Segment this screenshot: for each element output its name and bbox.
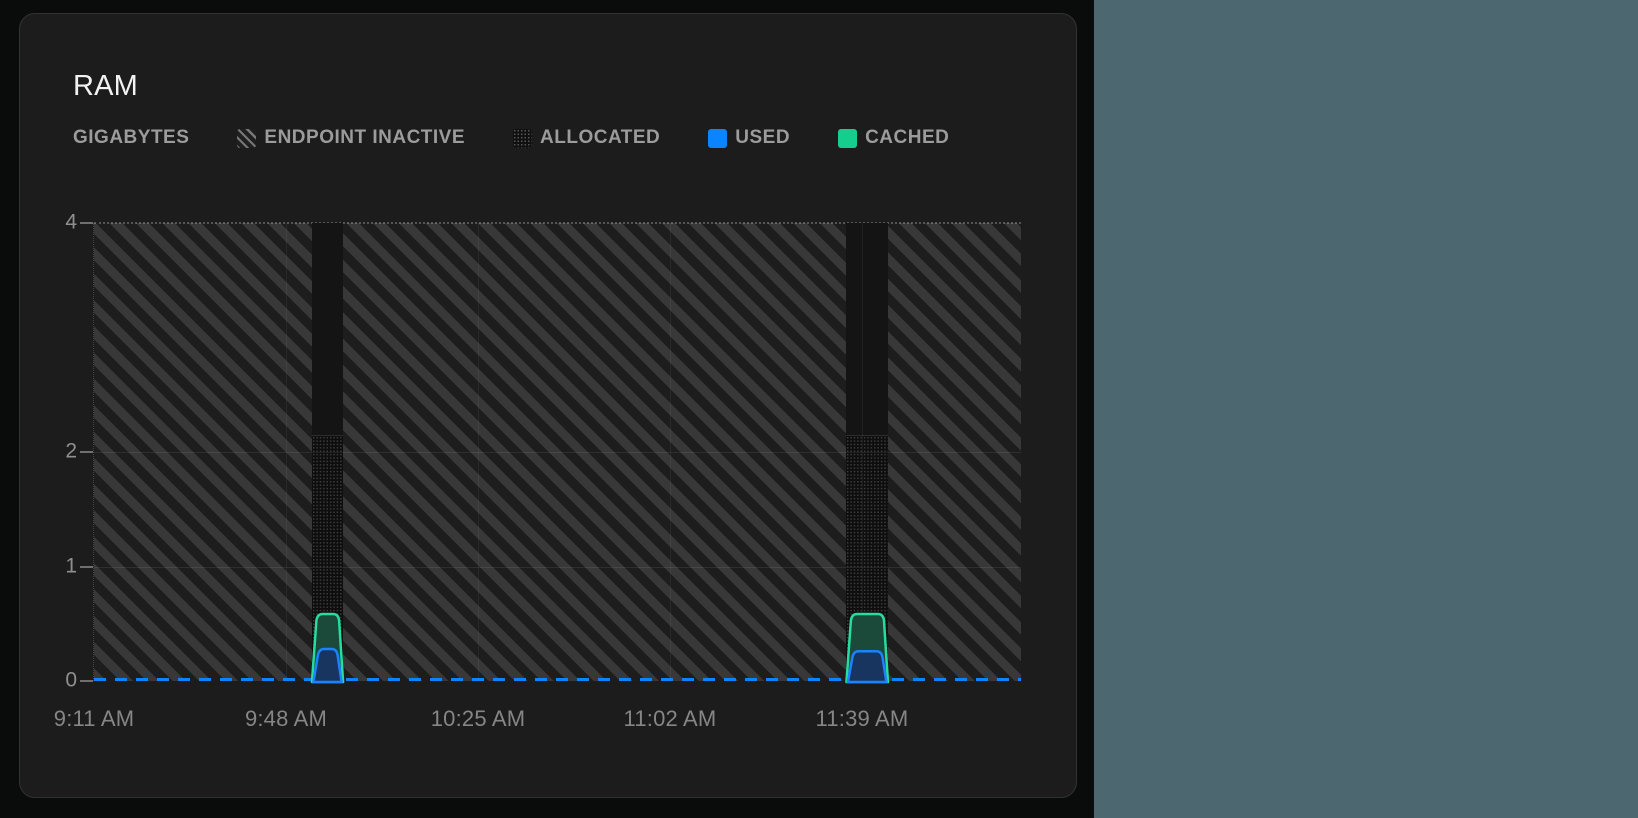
y-axis-tick-label: 4 [65, 210, 77, 234]
ram-chart-plot-area [93, 222, 1021, 684]
y-axis-tick [80, 451, 93, 453]
desktop-background-right [1094, 0, 1638, 818]
y-axis-tick-label: 2 [65, 439, 77, 463]
endpoint-inactive-swatch-icon [237, 128, 257, 148]
used-area-spike [312, 647, 343, 684]
legend-label: USED [735, 127, 791, 148]
legend-item-used[interactable]: USED [708, 127, 790, 149]
x-axis-tick-label: 9:11 AM [53, 706, 135, 731]
legend-item-allocated[interactable]: ALLOCATED [513, 127, 660, 149]
horizontal-gridline [94, 566, 1021, 568]
vertical-gridline [286, 223, 287, 681]
y-axis-unit-label: GIGABYTES [73, 127, 190, 148]
plot-top-border [94, 222, 1021, 224]
y-axis-tick [80, 680, 93, 682]
card-title: RAM [73, 70, 139, 102]
x-axis-tick-label: 11:02 AM [623, 706, 717, 731]
horizontal-gridline [94, 452, 1021, 453]
plot-left-border [93, 223, 94, 681]
vertical-gridline [478, 223, 479, 681]
x-axis-tick-label: 9:48 AM [244, 706, 328, 731]
ram-series-layer [94, 612, 1021, 684]
x-axis-tick-label: 11:39 AM [815, 706, 909, 731]
used-area-spike [846, 649, 888, 684]
legend-label: ALLOCATED [540, 127, 661, 148]
y-axis-tick-label: 1 [65, 554, 77, 578]
y-axis-tick [80, 222, 93, 224]
x-axis-tick-label: 10:25 AM [430, 706, 526, 731]
cached-swatch-icon [838, 128, 858, 148]
vertical-gridline [670, 223, 671, 681]
vertical-gridline [862, 223, 863, 681]
legend-item-cached[interactable]: CACHED [838, 127, 949, 149]
ram-usage-card: RAM GIGABYTES ENDPOINT INACTIVE ALLOCATED… [19, 13, 1077, 798]
used-swatch-icon [708, 128, 728, 148]
legend-item-endpoint-inactive[interactable]: ENDPOINT INACTIVE [237, 127, 465, 149]
legend-label: CACHED [865, 127, 950, 148]
y-axis-tick-label: 0 [65, 668, 77, 692]
chart-legend: GIGABYTES ENDPOINT INACTIVE ALLOCATED USED… [73, 127, 949, 149]
allocated-swatch-icon [513, 128, 533, 148]
y-axis-tick [80, 565, 93, 568]
legend-label: ENDPOINT INACTIVE [264, 127, 466, 148]
